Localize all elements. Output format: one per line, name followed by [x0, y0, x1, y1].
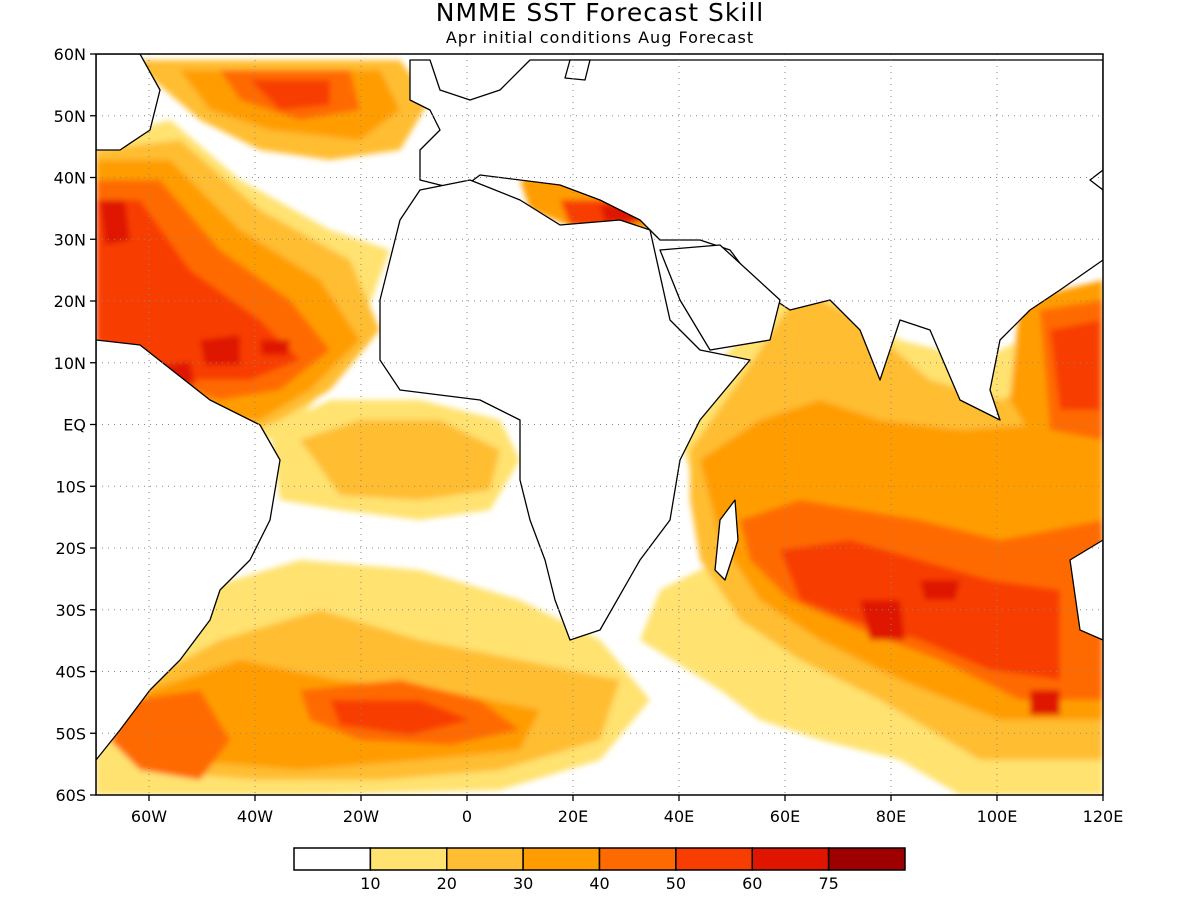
- lat-tick-label: 60S: [55, 786, 86, 805]
- lat-tick-label: 20S: [55, 539, 86, 558]
- lat-tick-label: 10S: [55, 477, 86, 496]
- lat-tick-label: 10N: [54, 354, 86, 373]
- lat-tick-label: 60N: [54, 45, 86, 64]
- skill-contour-level-5: [330, 700, 470, 735]
- skill-contour-level-5: [250, 80, 330, 110]
- lon-tick-label: 20W: [343, 807, 379, 826]
- lat-axis: 60N 50N 40N 30N 20N 10N EQ 10S 20S 30S 40S 50S 60S: [54, 45, 96, 805]
- colorbar-swatch: [293, 847, 372, 871]
- colorbar: 10 20 30 40 50 60 75: [293, 847, 906, 893]
- colorbar-label: 30: [513, 874, 533, 893]
- map-title: NMME SST Forecast Skill: [435, 0, 765, 27]
- colorbar-label: 50: [666, 874, 686, 893]
- lon-tick-label: 40E: [664, 807, 694, 826]
- lat-tick-label: 30N: [54, 230, 86, 249]
- skill-contour-level-5: [780, 540, 1060, 680]
- skill-shading: [96, 60, 1103, 795]
- lat-tick-label: EQ: [63, 416, 86, 435]
- colorbar-swatch: [446, 847, 524, 871]
- colorbar-swatch: [522, 847, 601, 871]
- lon-tick-label: 80E: [876, 807, 906, 826]
- colorbar-label: 75: [818, 874, 838, 893]
- lat-tick-label: 50S: [55, 724, 86, 743]
- lon-tick-label: 100E: [977, 807, 1018, 826]
- skill-contour-level-4: [110, 690, 230, 780]
- lon-tick-label: 120E: [1083, 807, 1124, 826]
- skill-contour-level-6: [260, 340, 290, 355]
- lat-tick-label: 50N: [54, 107, 86, 126]
- lat-tick-label: 40S: [55, 663, 86, 682]
- colorbar-swatch: [598, 847, 677, 871]
- lat-tick-label: 40N: [54, 169, 86, 188]
- colorbar-swatch: [369, 847, 448, 871]
- skill-contour-level-6: [920, 580, 960, 600]
- land-mask: [96, 54, 1103, 761]
- colorbar-label: 10: [360, 874, 380, 893]
- colorbar-label: 60: [742, 874, 762, 893]
- skill-contour-level-6: [100, 200, 130, 245]
- lon-axis: 60W 40W 20W 0 20E 40E 60E 80E 100E 120E: [131, 795, 1123, 826]
- colorbar-swatch: [675, 847, 753, 871]
- colorbar-swatch: [827, 847, 906, 871]
- lon-tick-label: 60W: [131, 807, 167, 826]
- skill-contour-level-6: [200, 335, 240, 365]
- colorbar-swatch: [751, 847, 830, 871]
- lat-tick-label: 30S: [55, 601, 86, 620]
- lon-tick-label: 60E: [770, 807, 800, 826]
- skill-contour-level-2: [300, 420, 500, 500]
- lon-tick-label: 0: [462, 807, 472, 826]
- skill-contour-level-5: [1050, 320, 1100, 410]
- lon-tick-label: 40W: [237, 807, 273, 826]
- colorbar-label: 20: [437, 874, 457, 893]
- skill-contour-level-6: [860, 600, 905, 640]
- colorbar-label: 40: [589, 874, 609, 893]
- lon-tick-label: 20E: [558, 807, 588, 826]
- map-subtitle: Apr initial conditions Aug Forecast: [445, 28, 755, 47]
- lat-tick-label: 20N: [54, 292, 86, 311]
- skill-contour-level-6: [1030, 690, 1060, 715]
- skill-contour-level-5: [96, 200, 300, 380]
